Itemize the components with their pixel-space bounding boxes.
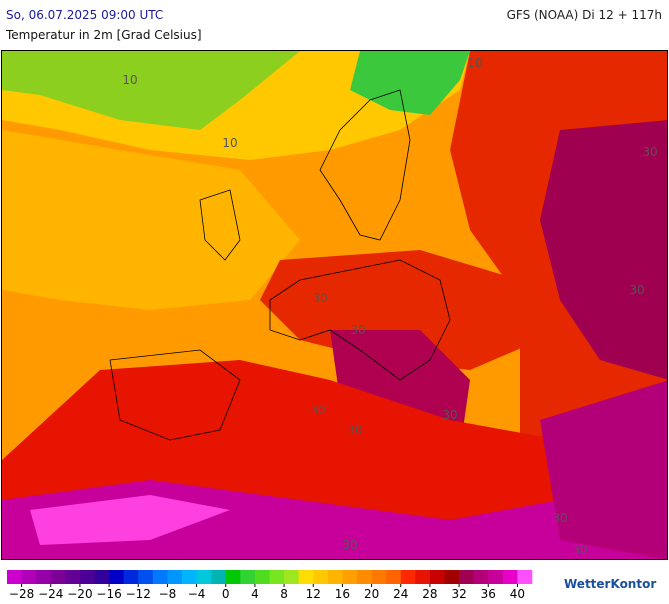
colorbar-label: −8 <box>159 587 177 600</box>
colorbar-swatch <box>138 570 153 584</box>
colorbar-swatch <box>401 570 416 584</box>
contour-label: 30 <box>347 423 362 437</box>
colorbar-label: 20 <box>364 587 379 600</box>
colorbar-swatch <box>445 570 460 584</box>
colorbar-label: 28 <box>422 587 437 600</box>
logo: WetterKontor <box>564 577 656 591</box>
colorbar-swatch <box>22 570 37 584</box>
colorbar-swatch <box>182 570 197 584</box>
contour-label: 30 <box>629 283 644 297</box>
colorbar-swatch <box>255 570 270 584</box>
colorbar-swatch <box>284 570 299 584</box>
colorbar-swatch <box>7 570 22 584</box>
colorbar-swatch <box>328 570 343 584</box>
colorbar-label: −24 <box>38 587 63 600</box>
model: GFS (NOAA) Di 12 + 117h <box>507 8 662 22</box>
colorbar-swatch <box>299 570 314 584</box>
colorbar-swatch <box>109 570 124 584</box>
contour-label: 30 <box>342 538 357 552</box>
contour-label: 30 <box>642 145 657 159</box>
colorbar-swatch <box>270 570 285 584</box>
subtitle: Temperatur in 2m [Grad Celsius] <box>5 28 202 42</box>
colorbar-swatch <box>474 570 489 584</box>
colorbar-label: 36 <box>481 587 496 600</box>
colorbar-swatch <box>153 570 168 584</box>
colorbar-swatch <box>167 570 182 584</box>
colorbar-swatch <box>357 570 372 584</box>
colorbar-swatch <box>95 570 110 584</box>
colorbar-swatch <box>415 570 430 584</box>
colorbar-label: −4 <box>188 587 206 600</box>
contour-label: 10 <box>122 73 137 87</box>
contour-label: 30 <box>312 291 327 305</box>
colorbar-swatch <box>517 570 532 584</box>
colorbar-swatch <box>488 570 503 584</box>
contour-label: 30 <box>350 323 365 337</box>
colorbar-swatch <box>226 570 241 584</box>
colorbar-label: 16 <box>335 587 350 600</box>
colorbar-swatch <box>65 570 80 584</box>
colorbar-label: 12 <box>306 587 321 600</box>
colorbar-swatch <box>80 570 95 584</box>
colorbar-label: −12 <box>126 587 151 600</box>
colorbar-swatch <box>51 570 66 584</box>
colorbar-swatch <box>459 570 474 584</box>
colorbar-swatch <box>503 570 518 584</box>
colorbar-label: 4 <box>251 587 259 600</box>
colorbar-swatch <box>197 570 212 584</box>
colorbar-swatch <box>372 570 387 584</box>
colorbar-label: 32 <box>451 587 466 600</box>
colorbar-swatch <box>430 570 445 584</box>
contour-label: 30 <box>310 403 325 417</box>
colorbar-label: −20 <box>67 587 92 600</box>
contour-label: 10 <box>222 136 237 150</box>
colorbar-label: 0 <box>222 587 230 600</box>
colorbar-swatch <box>240 570 255 584</box>
colorbar-swatch <box>386 570 401 584</box>
colorbar-label: −16 <box>96 587 121 600</box>
contour-label: 30 <box>442 408 457 422</box>
colorbar-swatch <box>124 570 139 584</box>
colorbar-swatch <box>342 570 357 584</box>
colorbar-label: −28 <box>9 587 34 600</box>
colorbar: −28 −24 −20 −16 −12 −8 −4 0 4 8 12 16 20 24 28 32 36 40 <box>7 570 532 600</box>
contour-label: 30 <box>572 543 587 557</box>
date: So, 06.07.2025 09:00 UTC <box>6 8 163 22</box>
colorbar-swatch <box>36 570 51 584</box>
map: 10 10 10 30 30 30 30 30 30 30 30 30 30 <box>2 51 669 561</box>
contour-label: 30 <box>552 511 567 525</box>
colorbar-label: 24 <box>393 587 408 600</box>
colorbar-label: 8 <box>280 587 288 600</box>
colorbar-swatch <box>211 570 226 584</box>
contour-label: 10 <box>467 56 482 70</box>
colorbar-label: 40 <box>510 587 525 600</box>
colorbar-swatch <box>313 570 328 584</box>
